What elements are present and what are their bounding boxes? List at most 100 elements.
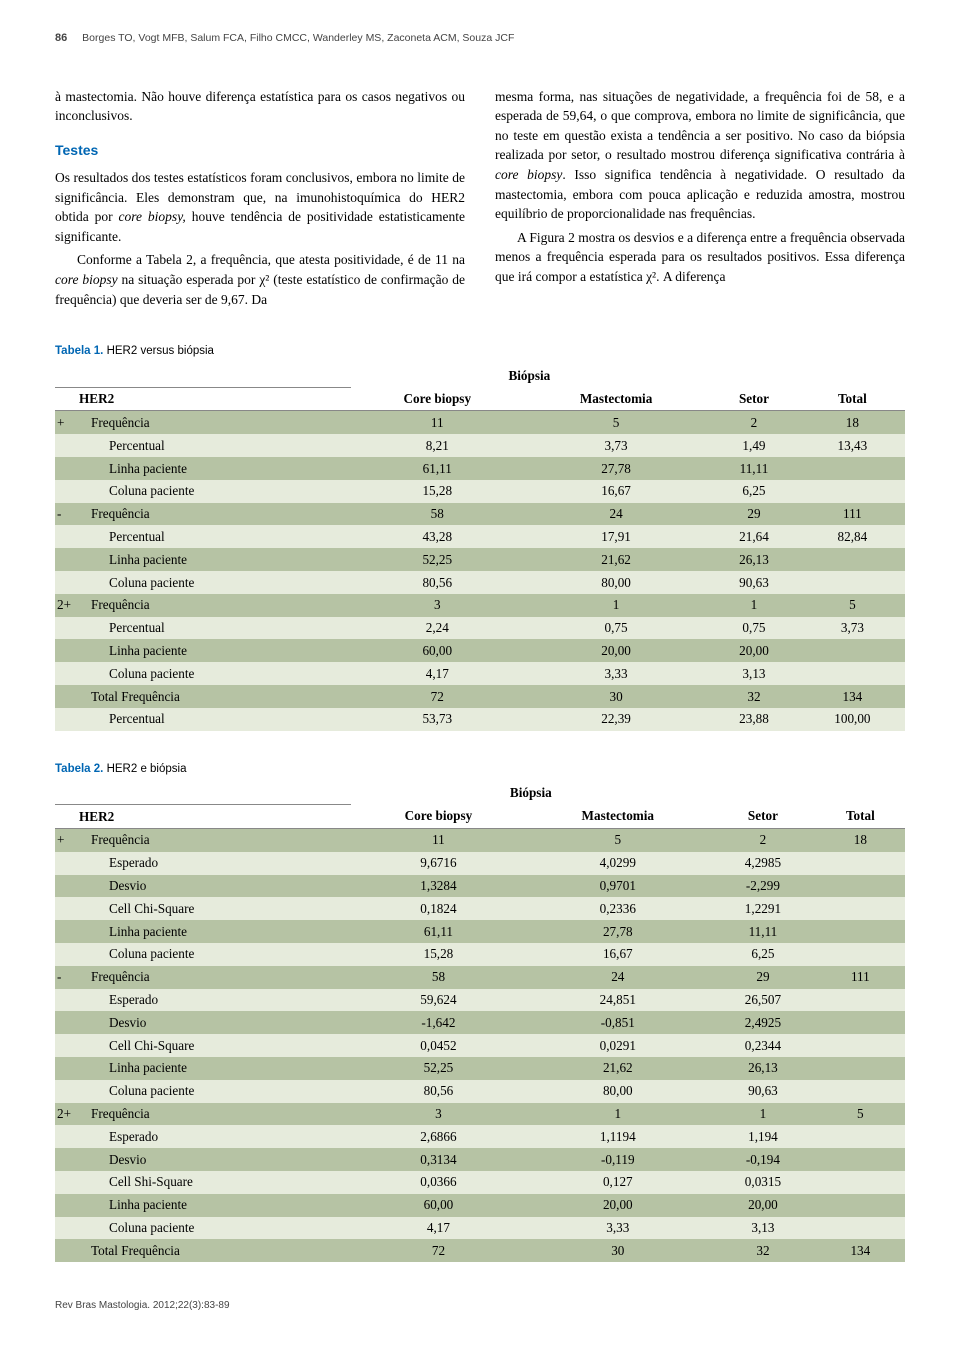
cell-value: 0,0315 (710, 1171, 816, 1194)
cell-value: 23,88 (708, 708, 800, 731)
cell-value: 6,25 (708, 480, 800, 503)
cell-value: 2,6866 (351, 1125, 525, 1148)
cell-value (800, 571, 905, 594)
table-row: Percentual2,240,750,753,73 (55, 617, 905, 640)
cell-value: 32 (710, 1239, 816, 1262)
cell-value (816, 875, 905, 898)
cell-value: 21,62 (525, 1057, 710, 1080)
table-row: Esperado2,68661,11941,194 (55, 1125, 905, 1148)
row-label: Percentual (73, 434, 351, 457)
row-label: Linha paciente (73, 1057, 351, 1080)
cell-value: 30 (524, 685, 708, 708)
heading-testes: Testes (55, 140, 465, 160)
cell-value: 3 (351, 1103, 525, 1126)
cell-value: 100,00 (800, 708, 905, 731)
cell-value: 52,25 (351, 1057, 525, 1080)
cell-value: 2,24 (351, 617, 524, 640)
table-row: 2+Frequência3115 (55, 594, 905, 617)
cell-value: 16,67 (524, 480, 708, 503)
table-row: Total Frequência723032134 (55, 685, 905, 708)
table-row: Percentual53,7322,3923,88100,00 (55, 708, 905, 731)
cell-value: 3,13 (708, 662, 800, 685)
cell-value: 16,67 (525, 943, 710, 966)
table-row: Linha paciente52,2521,6226,13 (55, 1057, 905, 1080)
row-label: Coluna paciente (73, 1217, 351, 1240)
cell-value: 9,6716 (351, 852, 525, 875)
page-number: 86 (55, 32, 67, 44)
table-row: Linha paciente52,2521,6226,13 (55, 548, 905, 571)
cell-value: 1 (525, 1103, 710, 1126)
cell-value: 80,00 (524, 571, 708, 594)
cell-value: 20,00 (708, 639, 800, 662)
group-tag: + (55, 411, 73, 434)
cell-value: 90,63 (710, 1080, 816, 1103)
body-columns: à mastectomia. Não houve diferença estat… (55, 87, 905, 313)
cell-value: -0,119 (525, 1148, 710, 1171)
table2-header-row: HER2 Core biopsy Mastectomia Setor Total (55, 805, 905, 829)
row-label: Cell Chi-Square (73, 897, 351, 920)
cell-value: 1,3284 (351, 875, 525, 898)
cell-value: 2 (708, 411, 800, 434)
table-row: Desvio-1,642-0,8512,4925 (55, 1011, 905, 1034)
cell-value: 80,56 (351, 1080, 525, 1103)
table-row: Total Frequência723032134 (55, 1239, 905, 1262)
cell-value: 72 (351, 1239, 525, 1262)
group-tag: + (55, 828, 73, 851)
row-label: Linha paciente (73, 1194, 351, 1217)
table-row: Linha paciente60,0020,0020,00 (55, 639, 905, 662)
cell-value: 20,00 (710, 1194, 816, 1217)
table-row: Cell Shi-Square0,03660,1270,0315 (55, 1171, 905, 1194)
cell-value: 26,13 (708, 548, 800, 571)
para-right-1: mesma forma, nas situações de negativida… (495, 87, 905, 224)
cell-value: 59,624 (351, 989, 525, 1012)
cell-value: 90,63 (708, 571, 800, 594)
table-row: Linha paciente61,1127,7811,11 (55, 920, 905, 943)
cell-value: 32 (708, 685, 800, 708)
cell-value: 82,84 (800, 525, 905, 548)
cell-value (816, 1080, 905, 1103)
journal-footer: Rev Bras Mastologia. 2012;22(3):83-89 (55, 1298, 905, 1313)
group-tag: 2+ (55, 1103, 73, 1126)
running-header: 86 Borges TO, Vogt MFB, Salum FCA, Filho… (55, 30, 905, 47)
cell-value: 24 (525, 966, 710, 989)
cell-value (816, 1217, 905, 1240)
row-label: Linha paciente (73, 548, 351, 571)
row-label: Percentual (73, 525, 351, 548)
cell-value: 134 (800, 685, 905, 708)
cell-value (816, 1034, 905, 1057)
cell-value (816, 1148, 905, 1171)
cell-value: 21,64 (708, 525, 800, 548)
row-label: Linha paciente (73, 639, 351, 662)
cell-value (816, 852, 905, 875)
cell-value: 4,2985 (710, 852, 816, 875)
cell-value: 0,75 (524, 617, 708, 640)
cell-value: 18 (800, 411, 905, 434)
table2-caption: Tabela 2. HER2 e biópsia (55, 761, 905, 778)
row-label: Coluna paciente (73, 662, 351, 685)
cell-value: 0,0366 (351, 1171, 525, 1194)
para-right-2: A Figura 2 mostra os desvios e a diferen… (495, 228, 905, 287)
cell-value: 2,4925 (710, 1011, 816, 1034)
cell-value: -0,851 (525, 1011, 710, 1034)
cell-value: 0,0452 (351, 1034, 525, 1057)
row-label: Esperado (73, 989, 351, 1012)
group-tag: - (55, 966, 73, 989)
cell-value: 0,2344 (710, 1034, 816, 1057)
row-label: Desvio (73, 1148, 351, 1171)
cell-value: 53,73 (351, 708, 524, 731)
table-row: -Frequência582429111 (55, 966, 905, 989)
table-row: 2+Frequência3115 (55, 1103, 905, 1126)
cell-value: 3,73 (800, 617, 905, 640)
table-row: Desvio1,32840,9701-2,299 (55, 875, 905, 898)
cell-value: 20,00 (525, 1194, 710, 1217)
table-row: Coluna paciente80,5680,0090,63 (55, 571, 905, 594)
table-row: Desvio0,3134-0,119-0,194 (55, 1148, 905, 1171)
cell-value: 3 (351, 594, 524, 617)
cell-value: 52,25 (351, 548, 524, 571)
table1-header-row: HER2 Core biopsy Mastectomia Setor Total (55, 387, 905, 411)
cell-value (816, 1125, 905, 1148)
cell-value: 5 (524, 411, 708, 434)
cell-value (816, 1194, 905, 1217)
cell-value (816, 897, 905, 920)
row-label: Cell Shi-Square (73, 1171, 351, 1194)
